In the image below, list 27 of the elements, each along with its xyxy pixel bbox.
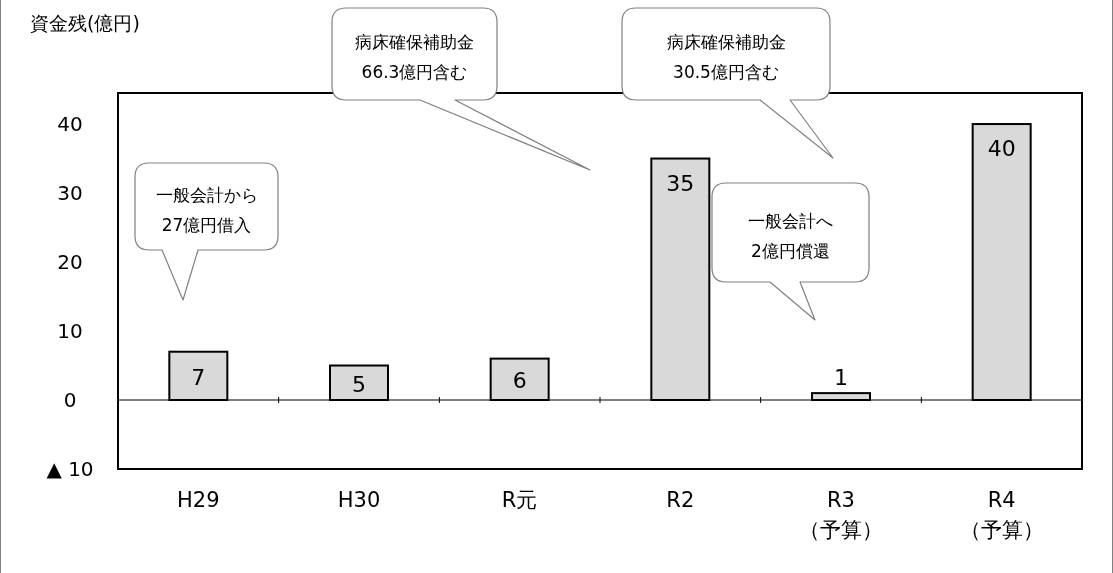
data-label: 40 <box>987 136 1016 162</box>
y-tick-label: 20 <box>57 250 83 275</box>
x-tick-label: R3 （予算） <box>799 488 883 542</box>
bar: 6 <box>489 357 550 401</box>
x-tick-label: H29 <box>177 488 220 512</box>
y-tick-label: 0 <box>63 388 77 413</box>
y-tick-label: 30 <box>57 181 83 206</box>
y-axis-title: 資金残(億円) <box>30 12 140 34</box>
bar: 5 <box>329 364 389 401</box>
bar: 1 <box>811 365 871 401</box>
x-tick-label: H30 <box>337 488 381 512</box>
y-tick-label: ▲ 10 <box>46 457 94 481</box>
x-tick-label: R2 <box>666 488 695 512</box>
bar: 40 <box>971 123 1032 401</box>
annotation: 一般会計から 27億円借入 <box>155 184 258 235</box>
bar: 35 <box>650 157 711 401</box>
data-label: 5 <box>352 371 366 397</box>
data-label: 6 <box>512 368 527 394</box>
data-label: 35 <box>666 170 695 196</box>
data-label: 7 <box>191 364 206 390</box>
bar: 7 <box>168 350 229 401</box>
x-tick-label: R元 <box>501 488 538 512</box>
annotation: 一般会計へ 2億円償還 <box>748 210 833 261</box>
data-label: 1 <box>834 365 848 391</box>
x-tick-label: R4 （予算） <box>959 488 1044 542</box>
y-tick-label: 10 <box>57 319 83 344</box>
y-tick-label: 40 <box>57 112 83 137</box>
